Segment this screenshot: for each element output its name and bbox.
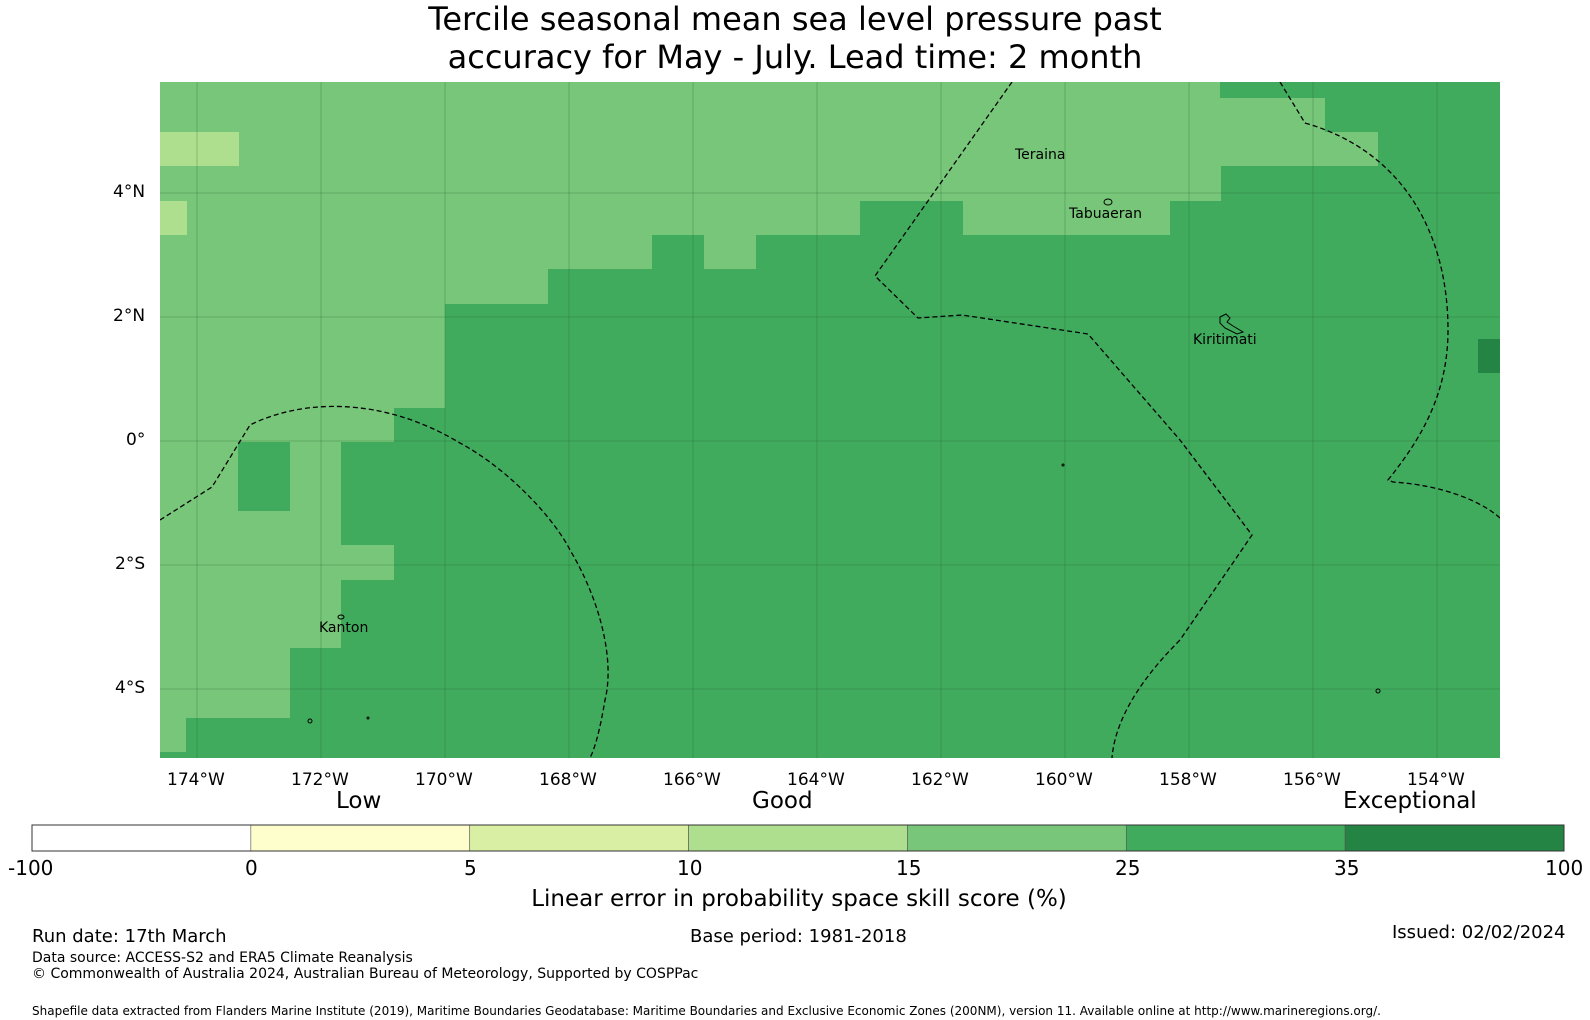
colorbar-cell — [688, 824, 908, 852]
skill-patch-moderate — [238, 442, 290, 511]
colorbar-cell — [907, 824, 1127, 852]
lon-tick-168w: 168°W — [539, 770, 597, 790]
title-line-1: Tercile seasonal mean sea level pressure… — [428, 0, 1162, 38]
category-low: Low — [336, 788, 382, 814]
chart-title: Tercile seasonal mean sea level pressure… — [0, 0, 1590, 76]
cb-tick-35: 35 — [1334, 856, 1360, 880]
colorbar-cell — [1344, 824, 1565, 852]
graticule — [160, 82, 1500, 758]
eez-boundary-line-islands — [874, 82, 1253, 758]
issued-date: Issued: 02/02/2024 — [1392, 922, 1566, 943]
island-kiritimati — [1219, 313, 1245, 335]
eez-boundary-phoenix — [160, 405, 609, 758]
cb-tick-10: 10 — [677, 856, 703, 880]
colorbar-cell — [469, 824, 689, 852]
lat-tick-2n: 2°N — [113, 306, 146, 326]
place-label-kiritimati: Kiritimati — [1193, 332, 1257, 348]
base-period: Base period: 1981-2018 — [690, 926, 907, 947]
lon-tick-164w: 164°W — [787, 770, 845, 790]
lon-tick-154w: 154°W — [1407, 770, 1465, 790]
lon-tick-156w: 156°W — [1283, 770, 1341, 790]
colorbar — [31, 824, 1565, 852]
skill-patch-moderate-south — [186, 718, 290, 752]
data-source: Data source: ACCESS-S2 and ERA5 Climate … — [32, 950, 413, 966]
category-exceptional: Exceptional — [1343, 788, 1477, 814]
place-label-teraina: Teraina — [1015, 147, 1066, 163]
lat-tick-4n: 4°N — [113, 182, 146, 202]
cb-tick-15: 15 — [896, 856, 922, 880]
skill-patch-low-1 — [160, 132, 239, 166]
eez-boundary-kiritimati-east — [1279, 82, 1500, 519]
shapefile-credit: Shapefile data extracted from Flanders M… — [32, 1004, 1381, 1018]
island-small-1 — [307, 718, 313, 724]
category-good: Good — [752, 788, 813, 814]
colorbar-frame — [31, 824, 1565, 852]
lat-tick-2s: 2°S — [115, 554, 146, 574]
lon-tick-162w: 162°W — [911, 770, 969, 790]
islands — [307, 198, 1381, 724]
island-small-2 — [366, 716, 370, 720]
lat-tick-4s: 4°S — [115, 678, 146, 698]
colorbar-cell — [31, 824, 252, 852]
cb-tick-25: 25 — [1115, 856, 1141, 880]
island-jarvis — [1375, 688, 1381, 694]
place-label-kanton: Kanton — [319, 620, 369, 636]
copyright: © Commonwealth of Australia 2024, Austra… — [32, 966, 699, 982]
title-line-2: accuracy for May - July. Lead time: 2 mo… — [447, 38, 1143, 76]
skill-patch-high — [1478, 339, 1500, 373]
run-date: Run date: 17th March — [32, 926, 227, 947]
colorbar-label: Linear error in probability space skill … — [531, 886, 1067, 912]
cb-tick-0: 0 — [245, 856, 258, 880]
lon-tick-170w: 170°W — [415, 770, 473, 790]
colorbar-cell — [250, 824, 471, 852]
colorbar-cell — [1125, 824, 1346, 852]
place-label-tabuaeran: Tabuaeran — [1069, 206, 1142, 222]
island-tabuaeran — [1103, 198, 1113, 206]
lon-tick-172w: 172°W — [291, 770, 349, 790]
lat-tick-0: 0° — [126, 430, 146, 450]
island-kanton — [337, 614, 345, 620]
cb-tick-5: 5 — [464, 856, 477, 880]
lon-tick-174w: 174°W — [167, 770, 225, 790]
lon-tick-166w: 166°W — [663, 770, 721, 790]
skill-patch-low-2 — [160, 201, 187, 235]
skill-field — [160, 82, 1500, 758]
skill-area-fair — [160, 82, 1378, 752]
lon-tick-160w: 160°W — [1035, 770, 1093, 790]
lon-tick-158w: 158°W — [1159, 770, 1217, 790]
skill-patch-moderate-north — [1220, 82, 1272, 98]
island-small-3 — [1061, 463, 1065, 467]
cb-tick-minus100: -100 — [8, 856, 54, 880]
cb-tick-100: 100 — [1545, 856, 1584, 880]
eez-boundaries — [160, 82, 1500, 758]
